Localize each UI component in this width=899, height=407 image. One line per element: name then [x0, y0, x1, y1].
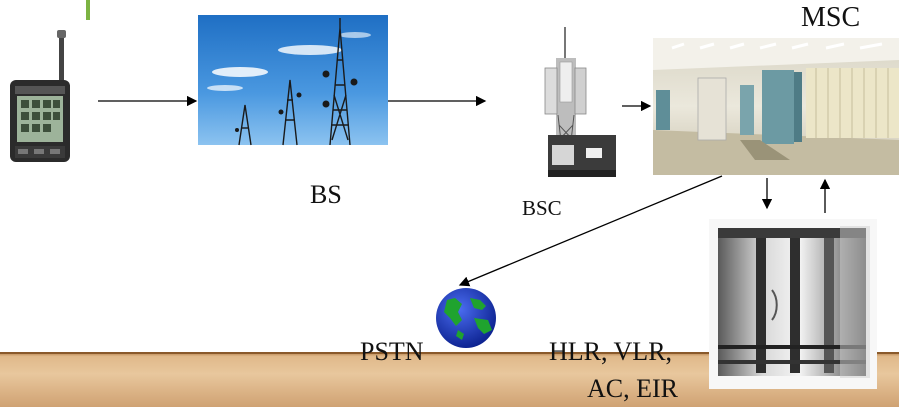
bsc-antenna-image: [544, 27, 616, 177]
accent-bar: [86, 0, 90, 20]
ac-eir-label: AC, EIR: [587, 374, 678, 403]
bs-label: BS: [310, 180, 342, 209]
radio-towers-image: [198, 15, 388, 146]
pstn-label: PSTN: [360, 337, 424, 366]
msc-label: MSC: [801, 2, 861, 33]
arrow-msc-to-pstn: [458, 175, 723, 287]
globe-icon: [436, 288, 496, 348]
database-server-image: [709, 219, 877, 389]
hlr-vlr-label: HLR, VLR,: [549, 337, 673, 366]
bsc-label: BSC: [522, 196, 562, 220]
switching-center-room-image: [653, 38, 899, 175]
mobile-phone-icon: [10, 30, 70, 162]
floor-edge: [0, 352, 899, 354]
